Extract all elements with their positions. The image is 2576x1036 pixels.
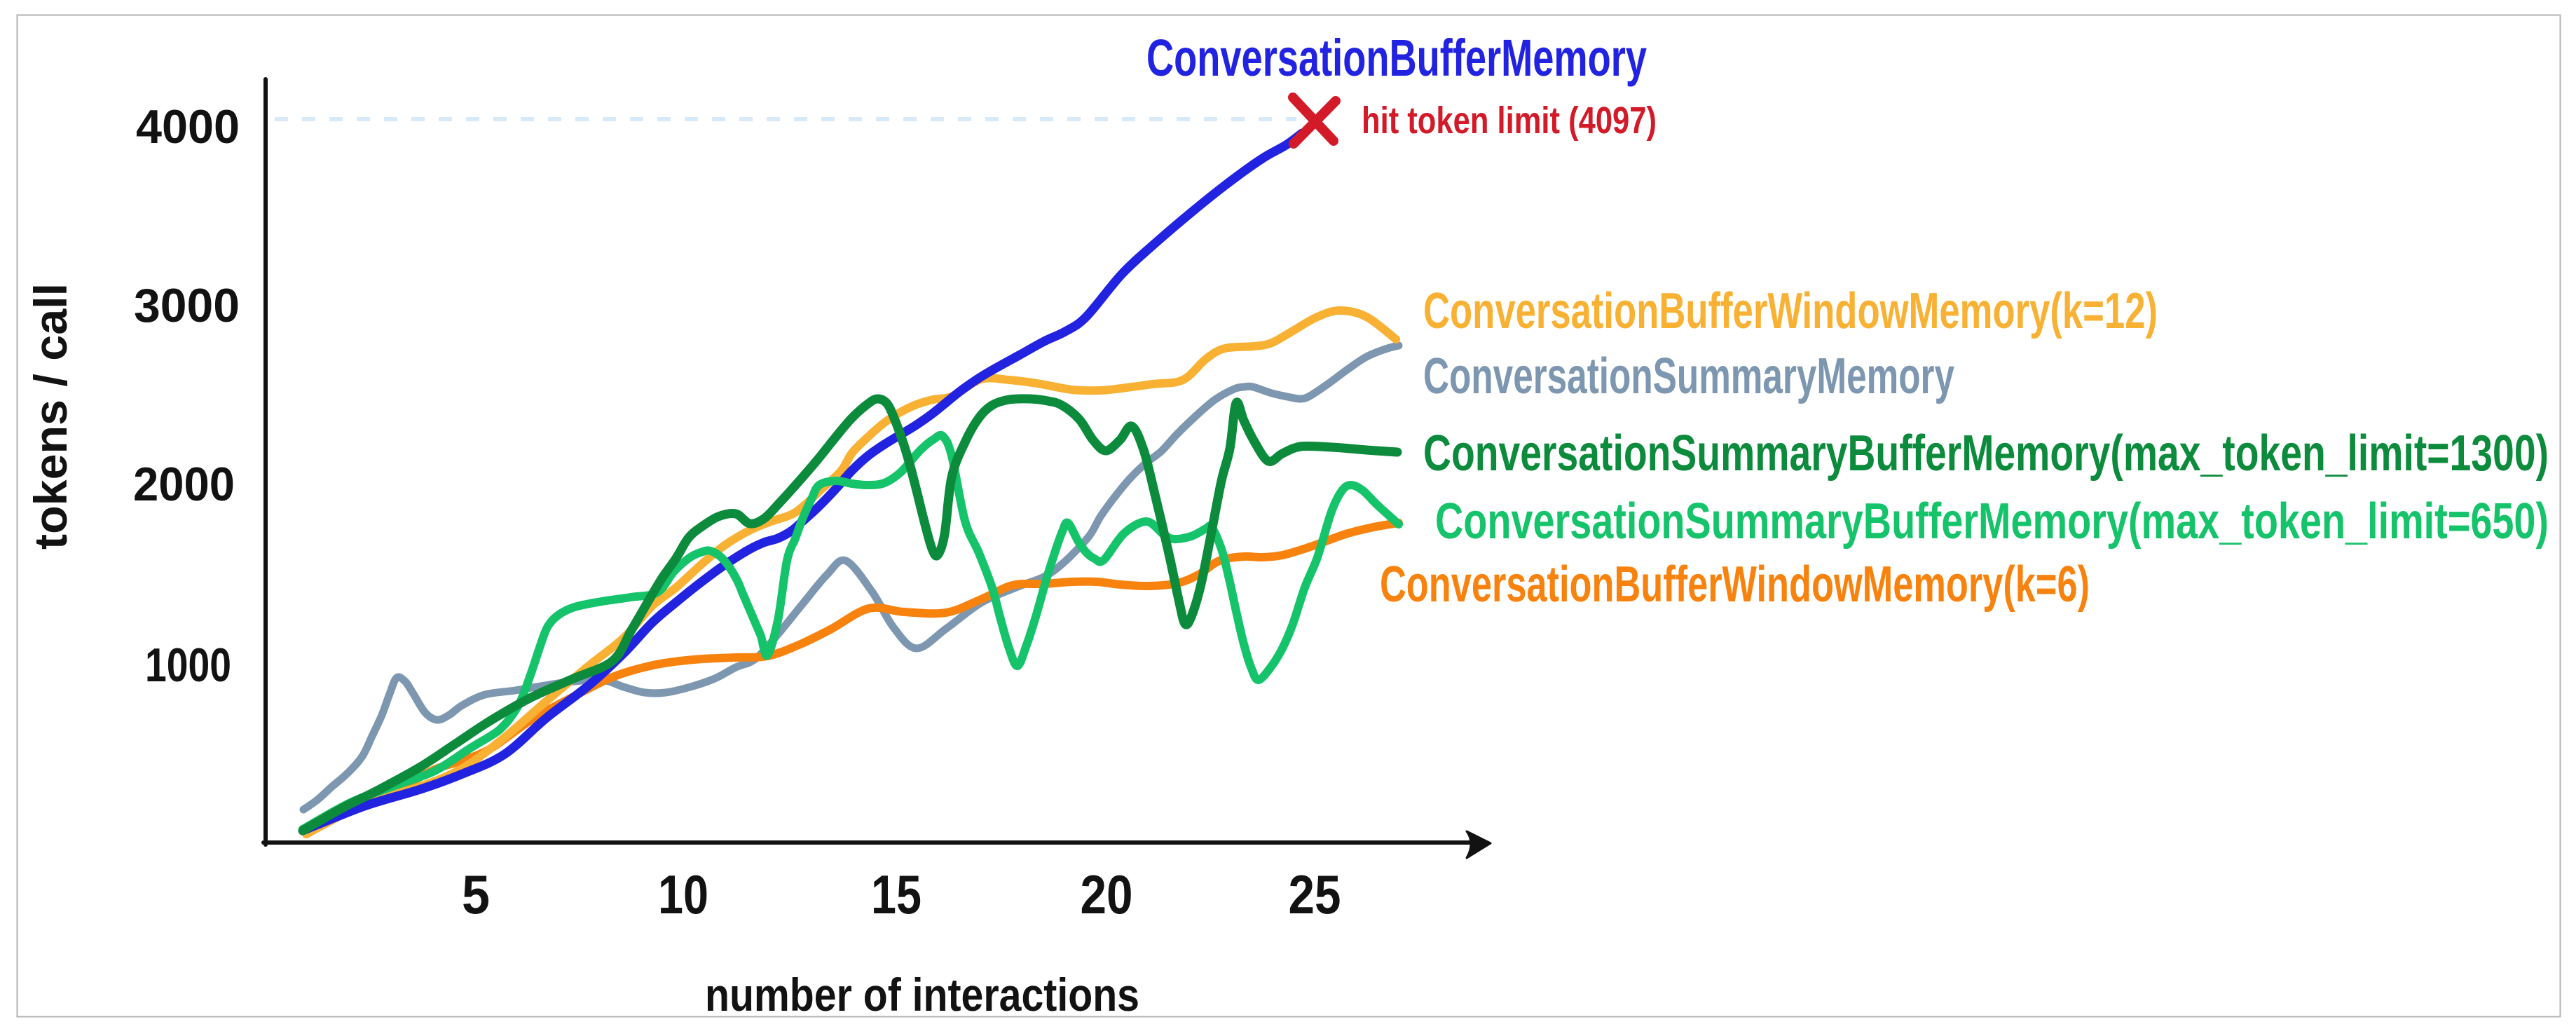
svg-text:ConversationBufferWindowMemory: ConversationBufferWindowMemory(k=12) — [1423, 283, 2158, 339]
svg-text:ConversationBufferWindowMemory: ConversationBufferWindowMemory(k=6) — [1380, 557, 2090, 613]
svg-text:4000: 4000 — [136, 100, 240, 154]
svg-text:number of interactions: number of interactions — [705, 969, 1139, 1021]
svg-text:5: 5 — [462, 864, 490, 925]
svg-text:10: 10 — [658, 864, 708, 925]
svg-text:tokens / call: tokens / call — [25, 283, 76, 550]
svg-text:2000: 2000 — [133, 458, 235, 511]
svg-text:ConversationSummaryBufferMemor: ConversationSummaryBufferMemory(max_toke… — [1423, 425, 2549, 482]
svg-text:25: 25 — [1289, 864, 1341, 925]
svg-text:20: 20 — [1081, 864, 1133, 925]
svg-text:15: 15 — [871, 864, 922, 925]
svg-text:hit token limit (4097): hit token limit (4097) — [1362, 100, 1657, 142]
svg-text:ConversationSummaryBufferMemor: ConversationSummaryBufferMemory(max_toke… — [1435, 493, 2549, 550]
svg-text:ConversationSummaryMemory: ConversationSummaryMemory — [1423, 348, 1954, 404]
svg-text:1000: 1000 — [145, 639, 231, 692]
svg-text:3000: 3000 — [134, 279, 240, 332]
svg-text:ConversationBufferMemory: ConversationBufferMemory — [1146, 29, 1647, 87]
